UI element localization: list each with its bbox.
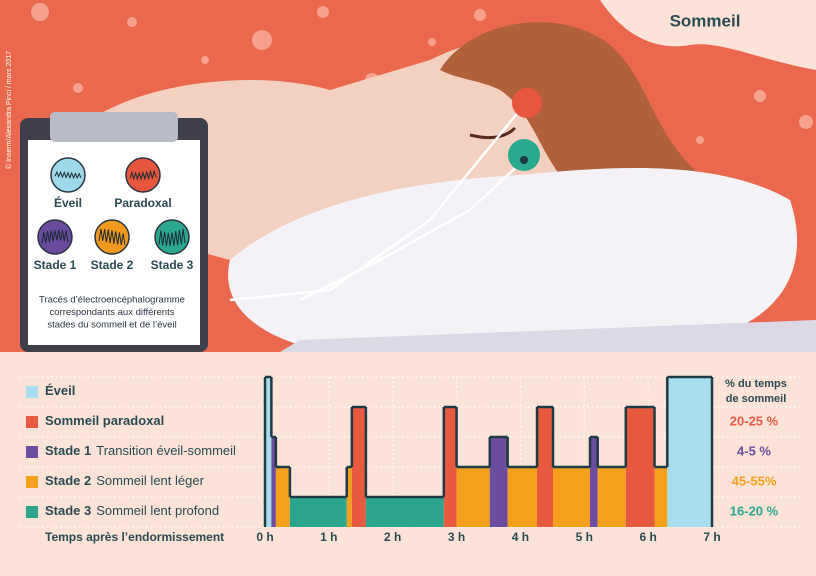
stage-name: Stade 1: [45, 443, 91, 458]
stage-pct: 16-20 %: [730, 503, 779, 518]
trace-label: Stade 1: [34, 258, 77, 272]
wires: [229, 109, 525, 302]
x-tick-label: 4 h: [512, 530, 529, 544]
pct-header: de sommeil: [726, 393, 787, 405]
credit: © Inserm/Alexandra Pinci / mars 2017: [5, 51, 13, 169]
sheet: [280, 320, 816, 352]
clipboard-content: Éveil Paradoxal Stade 1 Stade 2 Stade 3 Tracé…: [34, 157, 194, 331]
trace-circle: [154, 219, 190, 255]
legend-swatch: [26, 416, 38, 428]
stage-block: [654, 467, 668, 527]
hair: [440, 22, 700, 181]
trace-line: [98, 228, 126, 246]
stage-block: [489, 437, 508, 527]
legend-swatch: [26, 506, 38, 518]
stage-name: Sommeil paradoxal: [45, 413, 164, 428]
trace-label: Éveil: [54, 195, 82, 210]
x-tick-label: 3 h: [448, 530, 465, 544]
legend-swatch: [26, 446, 38, 458]
stage-label: Stade 1 Transition éveil-sommeil: [45, 443, 236, 458]
x-tick-label: 0 h: [256, 530, 273, 544]
clipboard-clip: [50, 112, 178, 142]
x-tick-label: 5 h: [576, 530, 593, 544]
trace-line: [158, 228, 186, 247]
stage-block: [590, 437, 598, 527]
stage-label: Éveil: [45, 383, 75, 398]
x-tick-label: 2 h: [384, 530, 401, 544]
stage-block: [365, 497, 444, 527]
electrode: [512, 88, 542, 118]
hypnogram: 0 h 1 h 2 h 3 h 4 h 5 h 6 h 7 h Temps après l’en…: [20, 375, 800, 544]
stage-pct: 20-25 %: [730, 413, 779, 428]
stage-label: Sommeil paradoxal: [45, 413, 164, 428]
caption-line: correspondants aux différents: [50, 307, 175, 318]
legend-swatch: [26, 476, 38, 488]
trace-label: Stade 2: [91, 258, 134, 272]
trace-label: Paradoxal: [114, 196, 171, 210]
caption-line: Tracés d’électroencéphalogramme: [39, 295, 185, 306]
title: Sommeil: [670, 11, 741, 30]
trace-line: [41, 229, 69, 244]
trace-line: [54, 170, 82, 180]
stage-block: [265, 377, 272, 527]
stage-block: [552, 467, 591, 527]
stage-block: [351, 407, 366, 527]
stage-pct: 45-55%: [732, 473, 777, 488]
stage-block: [537, 407, 553, 527]
trace-line: [129, 169, 157, 181]
stage-block: [667, 377, 712, 527]
stage-name: Stade 3: [45, 503, 91, 518]
stage-block: [597, 467, 626, 527]
stage-block: [271, 437, 276, 527]
stage-label: Stade 2 Sommeil lent léger: [45, 473, 205, 488]
trace-label: Stade 3: [151, 258, 194, 272]
electrode-dot: [520, 156, 528, 164]
trace-circle: [50, 157, 86, 193]
trace-circle: [125, 157, 161, 193]
stage-block: [275, 467, 290, 527]
caption-line: stades du sommeil et de l’éveil: [47, 320, 176, 331]
x-tick-label: 7 h: [703, 530, 720, 544]
stage-block: [507, 467, 538, 527]
stage-label: Stade 3 Sommeil lent profond: [45, 503, 219, 518]
stage-pct: 4-5 %: [737, 443, 771, 458]
stage-name: Éveil: [45, 383, 75, 398]
stage-desc: Transition éveil-sommeil: [96, 443, 236, 458]
stage-block: [289, 497, 347, 527]
stage-block: [443, 407, 457, 527]
trace-circle: [94, 219, 130, 255]
trace-circle: [37, 219, 73, 255]
title-wave: [600, 0, 816, 70]
stage-desc: Sommeil lent profond: [96, 503, 219, 518]
electrode: [508, 139, 540, 171]
pillow: [228, 167, 798, 345]
stage-name: Stade 2: [45, 473, 91, 488]
x-tick-label: 6 h: [639, 530, 656, 544]
x-axis-label: Temps après l’endormissement: [45, 530, 224, 544]
stage-block: [456, 467, 490, 527]
stage-block: [346, 467, 352, 527]
stage-block: [625, 407, 655, 527]
illustration: Sommeil © Inserm/Alexandra Pinci / mars …: [0, 0, 816, 352]
x-tick-label: 1 h: [320, 530, 337, 544]
stage-desc: Sommeil lent léger: [96, 473, 204, 488]
pct-header: % du temps: [725, 378, 787, 390]
legend-swatch: [26, 386, 38, 398]
